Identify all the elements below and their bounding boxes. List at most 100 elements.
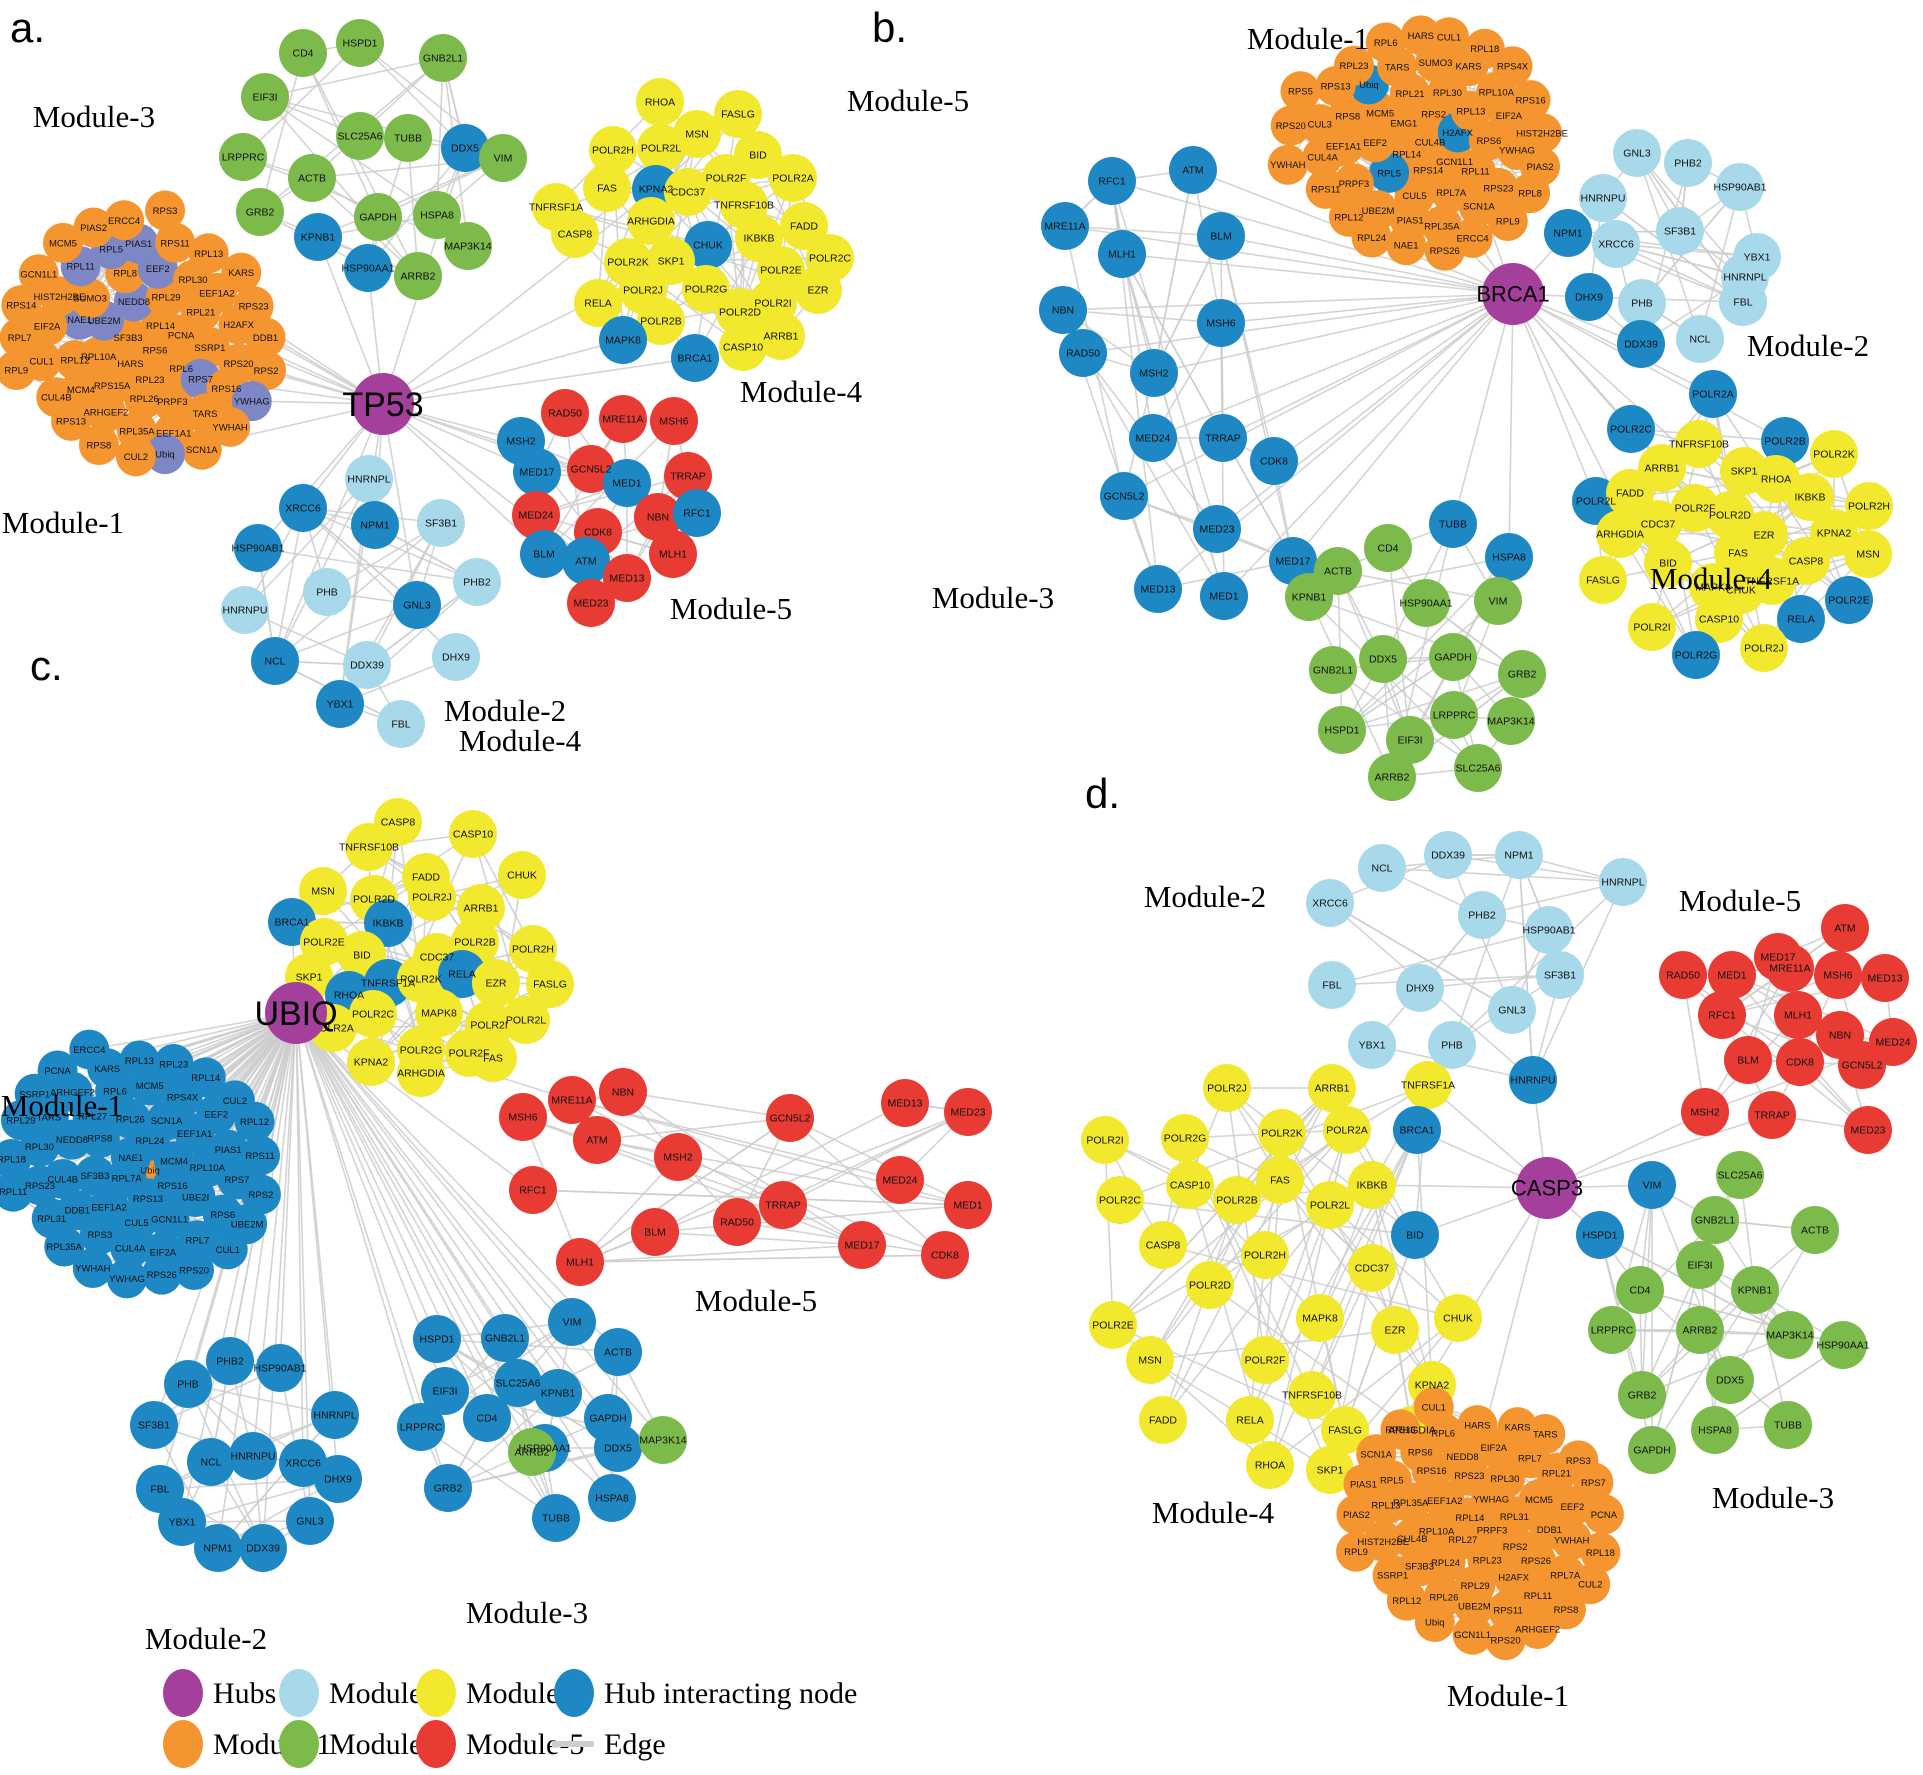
node-HSPA8 [588,1474,636,1522]
node-PHB [1428,1021,1476,1069]
edge [244,478,370,611]
module-label-a-Module-2: Module-2 [444,693,566,728]
node-CUL1 [1413,1387,1454,1428]
node-HSP90AB1 [256,1344,304,1392]
node-RPL24 [1351,217,1392,258]
node-YWHAH [210,406,251,447]
node-RELA [1226,1396,1274,1444]
node-RPS3 [145,190,186,231]
node-GAPDH [1429,633,1477,681]
legend-swatch-Module-5 [416,1720,456,1768]
node-GRB2 [1618,1371,1666,1419]
node-BID [1644,539,1692,587]
node-EIF3I [421,1367,469,1415]
node-KPNB1 [1731,1266,1779,1314]
node-HSPA8 [1691,1406,1739,1454]
node-RPL7 [177,1220,218,1261]
node-CUL4B [1392,1518,1433,1559]
node-MED23 [567,579,615,627]
node-EEF1A2 [1424,1480,1465,1521]
panel-b: b.RFC1ATMMRE11AMLH1BLMNBNMSH6RAD50MSH2ME… [847,4,1893,801]
edge [420,1426,557,1519]
module-label-c-Module-1: Module-1 [1,1088,123,1123]
edge [302,507,478,583]
edge [1381,867,1624,883]
edge [1153,235,1222,374]
node-RPL7 [0,317,40,358]
node-VIM [1474,577,1522,625]
node-MSH6 [650,397,698,445]
node-TRRAP [759,1181,807,1229]
node-DDX5 [1359,635,1407,683]
node-CHUK [498,851,546,899]
node-CDK8 [1776,1038,1824,1086]
hub-label-TP53: TP53 [342,386,423,424]
edge [789,1117,969,1206]
node-CUL2 [115,436,156,477]
node-POLR2J [408,873,456,921]
node-RPS13 [1380,1409,1421,1450]
node-POLR2B [637,297,685,345]
node-SSRP1 [1372,1555,1413,1596]
node-HARS [1457,1405,1498,1446]
node-MED24 [876,1156,924,1204]
node-PHB [164,1360,212,1408]
node-ARRB2 [1676,1306,1724,1354]
node-EIF3I [1676,1241,1724,1289]
module-label-a-Module-1: Module-1 [2,505,124,540]
node-RPL18 [1580,1532,1621,1573]
panel-letter-d: d. [1085,770,1120,817]
node-FBL [377,700,425,748]
module-label-a-Module-3: Module-3 [33,99,155,134]
edge [1209,1129,1348,1286]
node-POLR2A [1689,370,1737,418]
node-HNRNPU [229,1432,277,1480]
node-CASP8 [551,210,599,258]
node-RPS20 [1270,105,1311,146]
node-RPS2 [246,350,287,391]
node-TNFRSF1A [1748,557,1796,605]
node-FASLG [526,960,574,1008]
node-IKBKB [1348,1161,1396,1209]
node-TUBB [532,1494,580,1542]
hub-label-CASP3: CASP3 [1511,1176,1583,1201]
node-CUL4A [1302,136,1343,177]
hub-edge [1546,1114,1773,1189]
node-GCN5L2 [766,1094,814,1142]
node-POLR2B [1761,417,1809,465]
node-NBN [599,1068,647,1116]
node-MAP3K14 [444,222,492,270]
module-label-d-Module-2: Module-2 [1144,879,1266,914]
edge [1308,596,1523,675]
node-SKP1 [1306,1446,1354,1494]
node-KARS [221,252,262,293]
node-FASLG [1579,556,1627,604]
edge [1611,1219,1716,1331]
node-GRB2 [424,1464,472,1512]
node-SLC25A6 [1454,744,1502,792]
hub-node-CASP3 [1516,1157,1578,1219]
edge [1249,1204,1331,1421]
module-label-c-Module-5: Module-5 [695,1283,817,1318]
node-VIM [548,1298,596,1346]
node-MSN [1126,1336,1174,1384]
edge [1416,1129,1433,1386]
node-POLR2I [1081,1116,1129,1164]
node-RPS20 [1485,1620,1526,1661]
edge [1162,1199,1238,1421]
node-HSPD1 [1318,706,1366,754]
node-POLR2G [682,265,730,313]
node-ARRB2 [1368,753,1416,801]
node-CUL4B [36,377,77,418]
edge [1121,253,1294,562]
node-POLR2D [716,288,764,336]
node-RPS11 [155,222,196,263]
node-KPNB1 [534,1369,582,1417]
node-DDX39 [1617,320,1665,368]
node-HSP90AB1 [1716,163,1764,211]
node-RPL9 [0,349,37,390]
edge [1209,1284,1413,1431]
hub-edge [295,1012,311,1522]
node-MED1 [1708,951,1756,999]
node-NBN [1039,286,1087,334]
